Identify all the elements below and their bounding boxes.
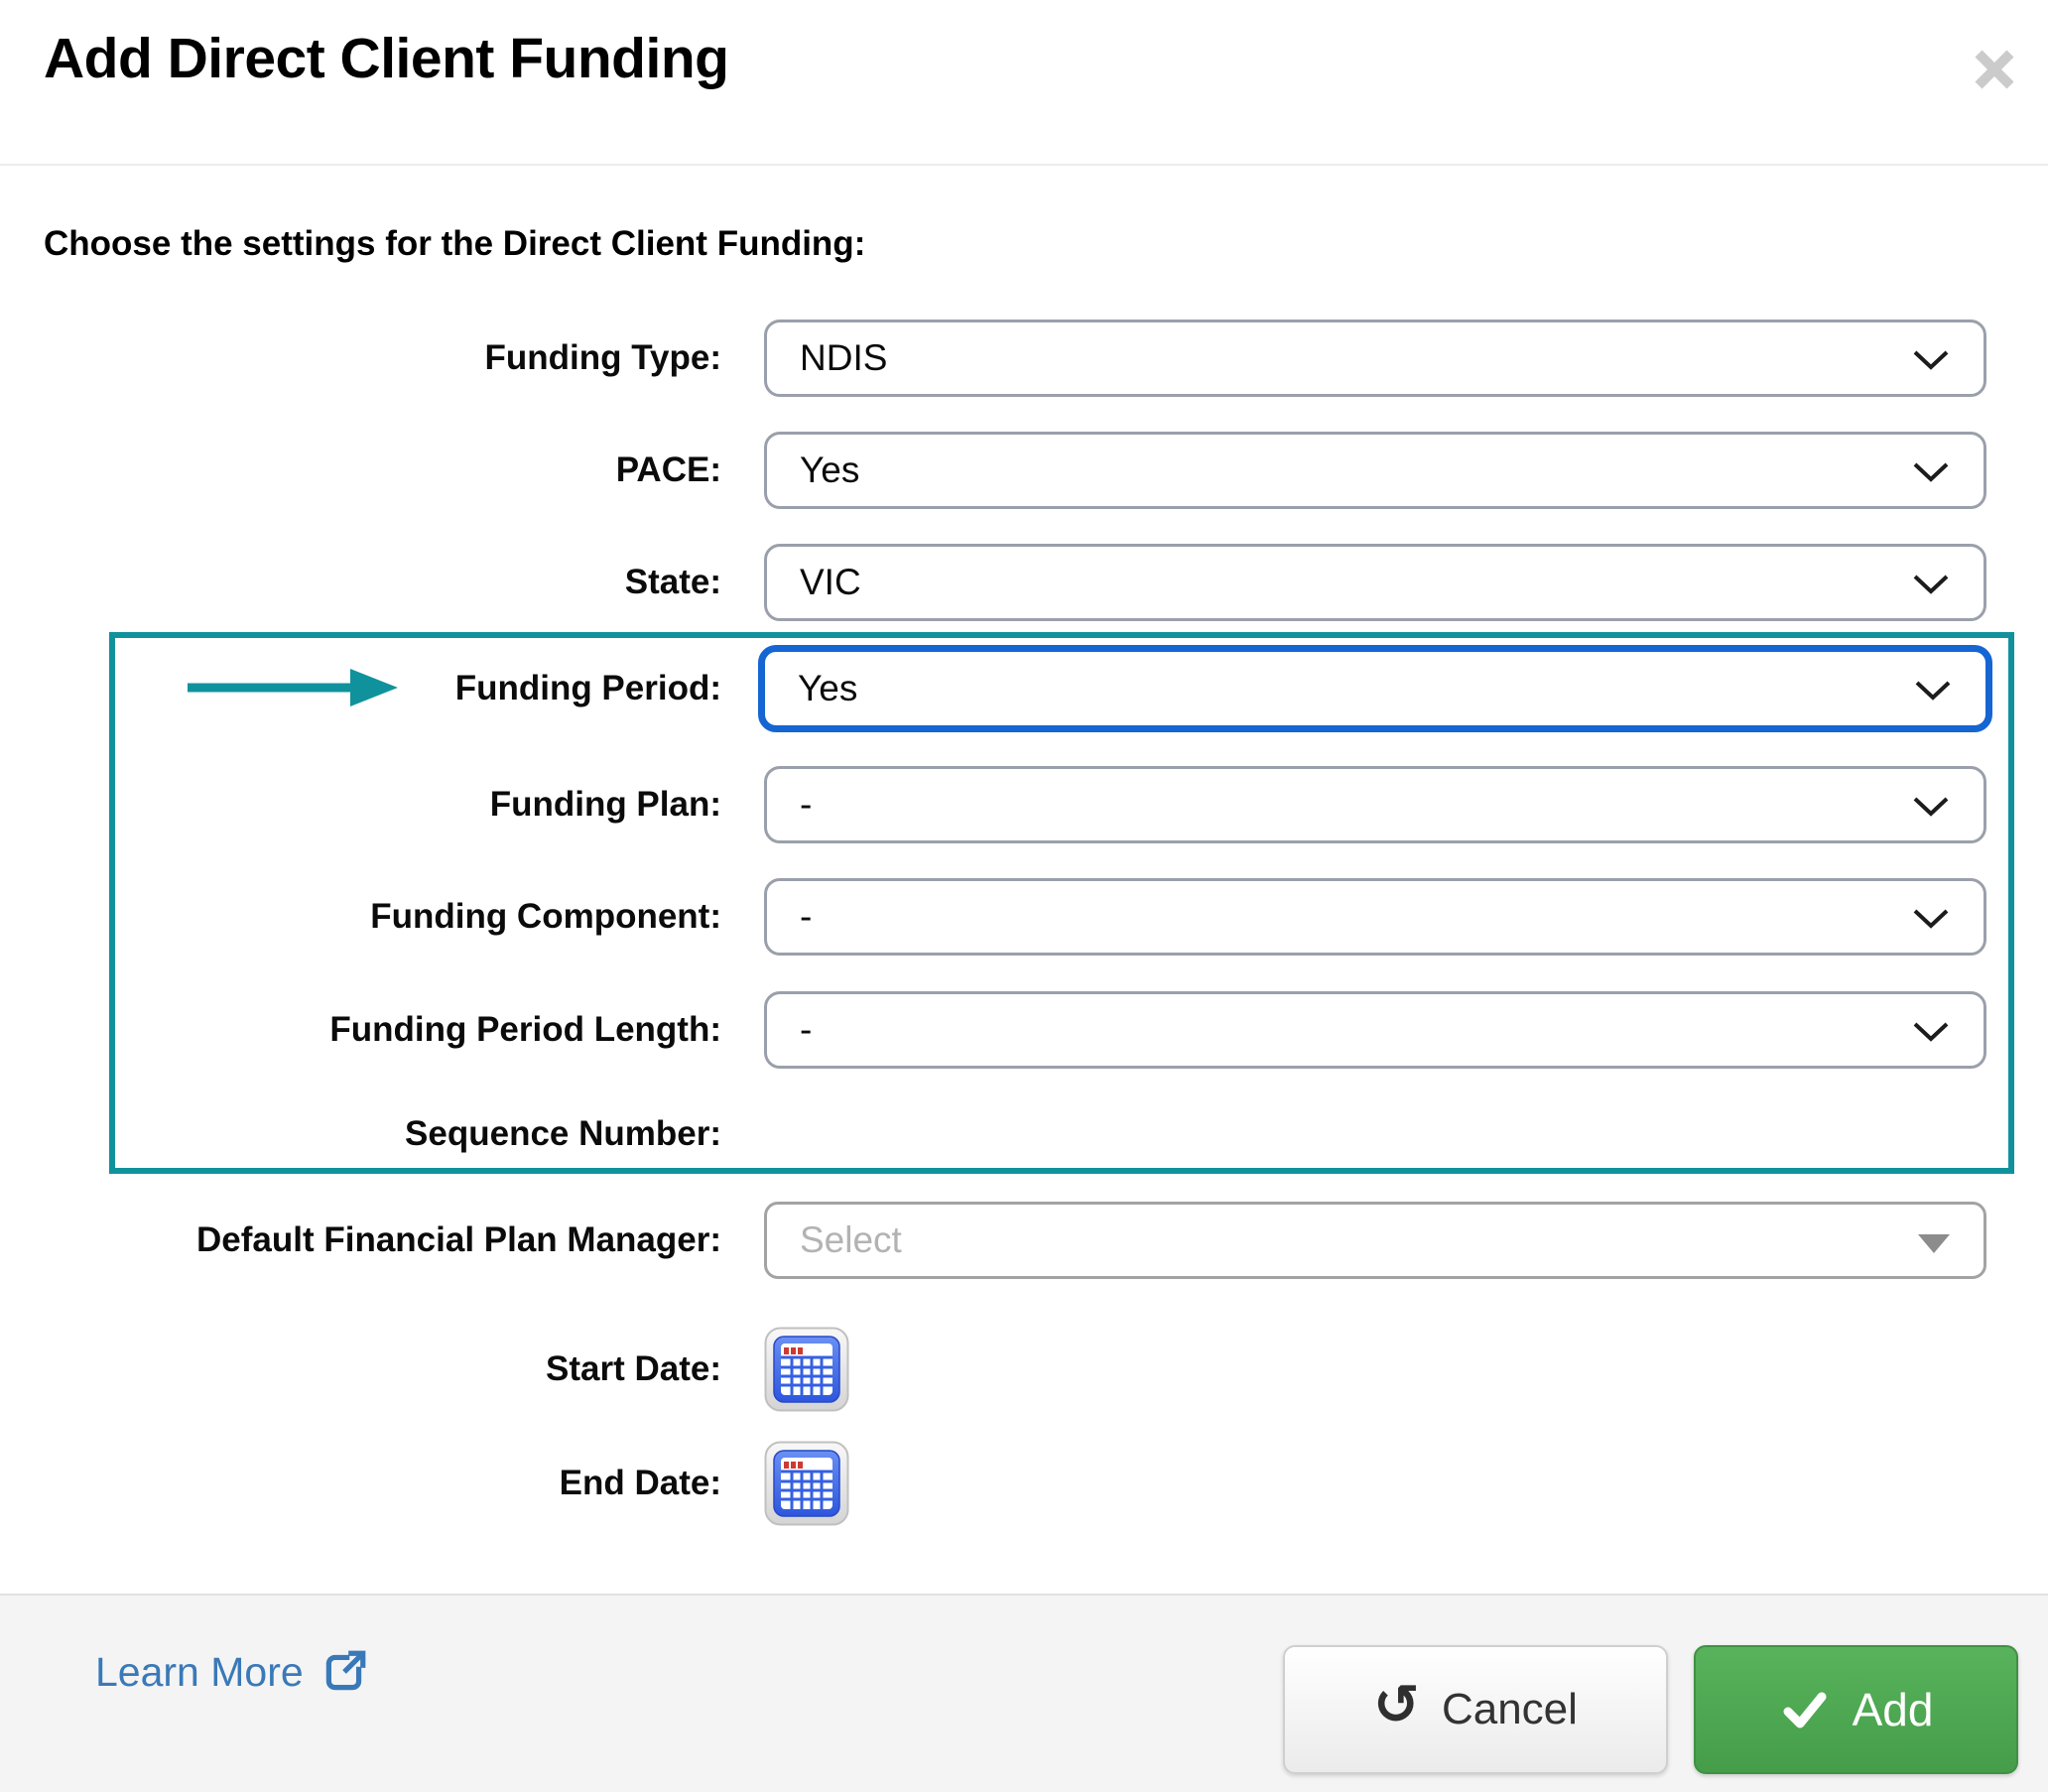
funding-type-value: NDIS	[800, 337, 888, 378]
chevron-down-icon	[1915, 681, 1951, 701]
funding-plan-select[interactable]: -	[764, 766, 1986, 843]
funding-component-value: -	[800, 896, 813, 937]
learn-more-text: Learn More	[95, 1648, 304, 1695]
checkmark-icon	[1783, 1692, 1827, 1728]
default-financial-plan-manager-placeholder: Select	[800, 1219, 902, 1260]
field-row-funding-period: Funding Period: Yes	[0, 645, 2048, 732]
dialog-footer: Learn More ↺ Cancel Add	[0, 1594, 2048, 1792]
chevron-down-icon	[1913, 462, 1949, 482]
start-date-picker-button[interactable]	[764, 1327, 849, 1412]
field-row-state: State: VIC	[0, 544, 2048, 621]
funding-plan-value: -	[800, 784, 813, 825]
add-button[interactable]: Add	[1694, 1645, 2018, 1774]
field-row-funding-period-length: Funding Period Length: -	[0, 991, 2048, 1069]
close-icon	[1975, 50, 2014, 89]
dialog-title: Add Direct Client Funding	[44, 27, 729, 90]
funding-plan-label: Funding Plan:	[489, 785, 721, 824]
funding-period-value: Yes	[798, 668, 858, 708]
field-row-start-date: Start Date:	[0, 1327, 2048, 1412]
field-row-default-financial-plan-manager: Default Financial Plan Manager: Select	[0, 1202, 2048, 1279]
chevron-down-icon	[1913, 350, 1949, 370]
field-row-sequence-number: Sequence Number:	[0, 1109, 2048, 1159]
chevron-down-icon	[1913, 1022, 1949, 1042]
undo-icon: ↺	[1373, 1673, 1420, 1737]
chevron-down-icon	[1913, 797, 1949, 817]
funding-type-select[interactable]: NDIS	[764, 320, 1986, 397]
field-row-end-date: End Date:	[0, 1441, 2048, 1526]
pace-value: Yes	[800, 449, 860, 490]
field-row-pace: PACE: Yes	[0, 432, 2048, 509]
default-financial-plan-manager-label: Default Financial Plan Manager:	[196, 1220, 721, 1259]
add-button-label: Add	[1852, 1684, 1934, 1735]
cancel-button-label: Cancel	[1441, 1685, 1578, 1733]
header-divider	[0, 164, 2048, 166]
close-button[interactable]	[1967, 42, 2022, 97]
funding-component-select[interactable]: -	[764, 878, 1986, 956]
funding-period-length-select[interactable]: -	[764, 991, 1986, 1069]
funding-type-label: Funding Type:	[484, 338, 721, 377]
learn-more-link[interactable]: Learn More	[95, 1647, 369, 1697]
pace-select[interactable]: Yes	[764, 432, 1986, 509]
funding-period-length-label: Funding Period Length:	[329, 1010, 721, 1049]
external-link-icon	[325, 1650, 366, 1691]
field-row-funding-type: Funding Type: NDIS	[0, 320, 2048, 397]
state-label: State:	[624, 563, 721, 601]
intro-text: Choose the settings for the Direct Clien…	[44, 224, 866, 263]
default-financial-plan-manager-select[interactable]: Select	[764, 1202, 1986, 1279]
calendar-icon	[764, 1327, 849, 1412]
start-date-label: Start Date:	[546, 1349, 721, 1388]
pace-label: PACE:	[615, 450, 721, 489]
funding-component-label: Funding Component:	[370, 897, 721, 936]
chevron-down-icon	[1913, 909, 1949, 929]
cancel-button[interactable]: ↺ Cancel	[1283, 1645, 1668, 1774]
end-date-picker-button[interactable]	[764, 1441, 849, 1526]
sequence-number-label: Sequence Number:	[405, 1114, 721, 1153]
funding-period-length-value: -	[800, 1009, 813, 1050]
field-row-funding-component: Funding Component: -	[0, 878, 2048, 956]
caret-down-icon	[1918, 1233, 1950, 1253]
calendar-icon	[764, 1441, 849, 1526]
end-date-label: End Date:	[559, 1464, 721, 1502]
state-value: VIC	[800, 562, 861, 602]
chevron-down-icon	[1913, 575, 1949, 594]
field-row-funding-plan: Funding Plan: -	[0, 766, 2048, 843]
state-select[interactable]: VIC	[764, 544, 1986, 621]
funding-period-label: Funding Period:	[454, 669, 721, 707]
funding-period-select[interactable]: Yes	[758, 645, 1992, 732]
